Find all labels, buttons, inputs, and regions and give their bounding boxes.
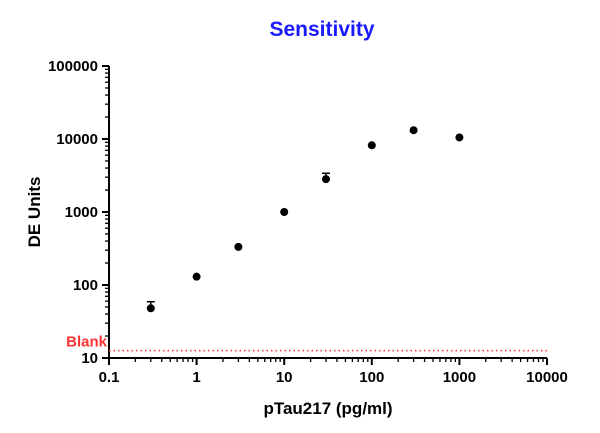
y-tick-label: 10 [81,350,98,367]
x-tick-label: 10 [276,369,293,386]
axes: 0.1 1 10 100 1000 10000 10 100 1000 10000 100000 [48,58,568,386]
y-tick-label: 1000 [65,204,98,221]
chart-title: Sensitivity [269,18,374,41]
x-tick-label: 10000 [526,369,568,386]
y-tick-label: 100 [73,277,98,294]
data-point [409,126,418,135]
data-point [234,242,243,251]
x-tick-label: 1000 [443,369,476,386]
y-tick-label: 100000 [48,58,98,75]
y-tick-label: 10000 [56,131,98,148]
data-point [192,272,201,281]
data-point [455,133,464,142]
blank-label: Blank [66,334,108,351]
data-point [367,141,376,150]
y-axis-label: DE Units [25,177,44,248]
data-marks: Blank [66,126,547,352]
x-tick-label: 0.1 [99,369,120,386]
data-point [280,208,289,216]
x-axis-label: pTau217 (pg/ml) [263,399,392,418]
data-point [321,175,330,184]
x-tick-label: 1 [192,369,200,386]
x-tick-label: 100 [359,369,384,386]
data-point [146,304,155,313]
